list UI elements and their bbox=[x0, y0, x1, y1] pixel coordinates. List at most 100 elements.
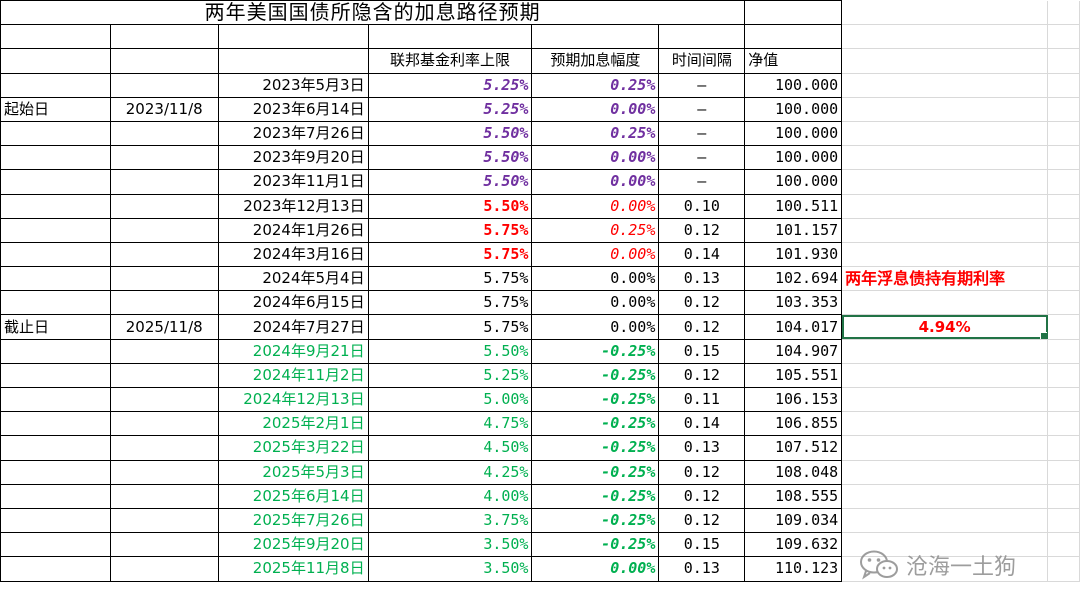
expected-hike-cell[interactable]: -0.25% bbox=[531, 460, 660, 485]
cell[interactable] bbox=[658, 24, 746, 50]
fed-rate-cell[interactable]: 4.50% bbox=[368, 435, 533, 461]
cell[interactable] bbox=[0, 121, 111, 147]
date-cell[interactable]: 2024年6月15日 bbox=[218, 290, 369, 316]
expected-hike-cell[interactable]: -0.25% bbox=[531, 387, 660, 413]
cell[interactable] bbox=[1047, 387, 1080, 413]
header-expected-hike[interactable]: 预期加息幅度 bbox=[531, 48, 660, 74]
cell[interactable] bbox=[110, 387, 219, 413]
fed-rate-cell[interactable]: 5.50% bbox=[368, 339, 533, 364]
nav-cell[interactable]: 106.855 bbox=[744, 411, 843, 437]
cell[interactable] bbox=[841, 24, 1049, 50]
cell[interactable] bbox=[110, 484, 219, 509]
interval-cell[interactable]: 0.13 bbox=[658, 266, 746, 292]
nav-cell[interactable]: 108.048 bbox=[744, 460, 843, 485]
fed-rate-cell[interactable]: 3.75% bbox=[368, 508, 533, 534]
interval-cell[interactable]: 0.12 bbox=[658, 460, 746, 485]
cell[interactable] bbox=[0, 290, 111, 316]
fed-rate-cell[interactable]: 5.50% bbox=[368, 169, 533, 195]
cell[interactable] bbox=[110, 169, 219, 195]
cell[interactable] bbox=[1047, 290, 1080, 316]
cell[interactable] bbox=[218, 48, 369, 74]
cell[interactable] bbox=[0, 24, 111, 50]
date-cell[interactable]: 2025年6月14日 bbox=[218, 484, 369, 509]
interval-cell[interactable]: 0.12 bbox=[658, 508, 746, 534]
expected-hike-cell[interactable]: 0.00% bbox=[531, 314, 660, 340]
cell[interactable] bbox=[110, 218, 219, 243]
cell[interactable] bbox=[1047, 411, 1080, 437]
cell[interactable] bbox=[1047, 0, 1080, 26]
cell[interactable] bbox=[744, 0, 843, 26]
cell[interactable] bbox=[110, 290, 219, 316]
cell[interactable] bbox=[110, 411, 219, 437]
nav-cell[interactable]: 109.632 bbox=[744, 532, 843, 558]
cell[interactable] bbox=[110, 24, 219, 50]
cell[interactable] bbox=[1047, 194, 1080, 219]
cell[interactable] bbox=[110, 339, 219, 364]
nav-cell[interactable]: 100.000 bbox=[744, 169, 843, 195]
expected-hike-cell[interactable]: 0.25% bbox=[531, 73, 660, 98]
expected-hike-cell[interactable]: -0.25% bbox=[531, 435, 660, 461]
header-interval[interactable]: 时间间隔 bbox=[658, 48, 746, 74]
interval-cell[interactable]: – bbox=[658, 145, 746, 171]
interval-cell[interactable]: 0.12 bbox=[658, 314, 746, 340]
cell[interactable] bbox=[1047, 314, 1080, 340]
cell[interactable] bbox=[841, 532, 1049, 558]
fed-rate-cell[interactable]: 5.75% bbox=[368, 242, 533, 268]
cell[interactable] bbox=[0, 387, 111, 413]
nav-cell[interactable]: 102.694 bbox=[744, 266, 843, 292]
cell[interactable] bbox=[368, 24, 533, 50]
interval-cell[interactable]: 0.10 bbox=[658, 194, 746, 219]
fed-rate-cell[interactable]: 5.75% bbox=[368, 266, 533, 292]
nav-cell[interactable]: 101.157 bbox=[744, 218, 843, 243]
cell[interactable] bbox=[1047, 73, 1080, 98]
cell[interactable] bbox=[841, 97, 1049, 122]
sheet-title[interactable]: 两年美国国债所隐含的加息路径预期 bbox=[0, 0, 746, 26]
expected-hike-cell[interactable]: -0.25% bbox=[531, 508, 660, 534]
cell[interactable] bbox=[110, 435, 219, 461]
expected-hike-cell[interactable]: 0.00% bbox=[531, 145, 660, 171]
fed-rate-cell[interactable]: 5.25% bbox=[368, 363, 533, 389]
date-cell[interactable]: 2024年5月4日 bbox=[218, 266, 369, 292]
cell[interactable] bbox=[531, 24, 660, 50]
expected-hike-cell[interactable]: 0.25% bbox=[531, 121, 660, 147]
cell[interactable] bbox=[841, 290, 1049, 316]
expected-hike-cell[interactable]: -0.25% bbox=[531, 411, 660, 437]
end-date[interactable]: 2025/11/8 bbox=[110, 314, 219, 340]
cell[interactable] bbox=[841, 73, 1049, 98]
nav-cell[interactable]: 110.123 bbox=[744, 556, 843, 582]
cell[interactable] bbox=[0, 266, 111, 292]
cell[interactable] bbox=[1047, 556, 1080, 582]
date-cell[interactable]: 2025年9月20日 bbox=[218, 532, 369, 558]
interval-cell[interactable]: 0.12 bbox=[658, 290, 746, 316]
cell[interactable] bbox=[0, 242, 111, 268]
cell[interactable] bbox=[1047, 435, 1080, 461]
cell[interactable] bbox=[0, 556, 111, 582]
cell[interactable] bbox=[841, 363, 1049, 389]
cell[interactable] bbox=[841, 435, 1049, 461]
date-cell[interactable]: 2023年7月26日 bbox=[218, 121, 369, 147]
date-cell[interactable]: 2024年1月26日 bbox=[218, 218, 369, 243]
expected-hike-cell[interactable]: 0.00% bbox=[531, 290, 660, 316]
cell[interactable] bbox=[841, 0, 1049, 26]
header-nav[interactable]: 净值 bbox=[744, 48, 843, 74]
cell[interactable] bbox=[0, 194, 111, 219]
nav-cell[interactable]: 100.000 bbox=[744, 145, 843, 171]
fed-rate-cell[interactable]: 5.50% bbox=[368, 121, 533, 147]
end-label[interactable]: 截止日 bbox=[0, 314, 111, 340]
cell[interactable] bbox=[110, 532, 219, 558]
cell[interactable] bbox=[110, 460, 219, 485]
cell[interactable] bbox=[744, 24, 843, 50]
cell[interactable] bbox=[841, 121, 1049, 147]
interval-cell[interactable]: – bbox=[658, 73, 746, 98]
start-date[interactable]: 2023/11/8 bbox=[110, 97, 219, 122]
interval-cell[interactable]: 0.11 bbox=[658, 387, 746, 413]
expected-hike-cell[interactable]: -0.25% bbox=[531, 363, 660, 389]
date-cell[interactable]: 2025年2月1日 bbox=[218, 411, 369, 437]
cell[interactable] bbox=[218, 24, 369, 50]
cell[interactable] bbox=[1047, 363, 1080, 389]
cell[interactable] bbox=[1047, 484, 1080, 509]
cell[interactable] bbox=[841, 460, 1049, 485]
cell[interactable] bbox=[1047, 121, 1080, 147]
date-cell[interactable]: 2025年5月3日 bbox=[218, 460, 369, 485]
nav-cell[interactable]: 103.353 bbox=[744, 290, 843, 316]
